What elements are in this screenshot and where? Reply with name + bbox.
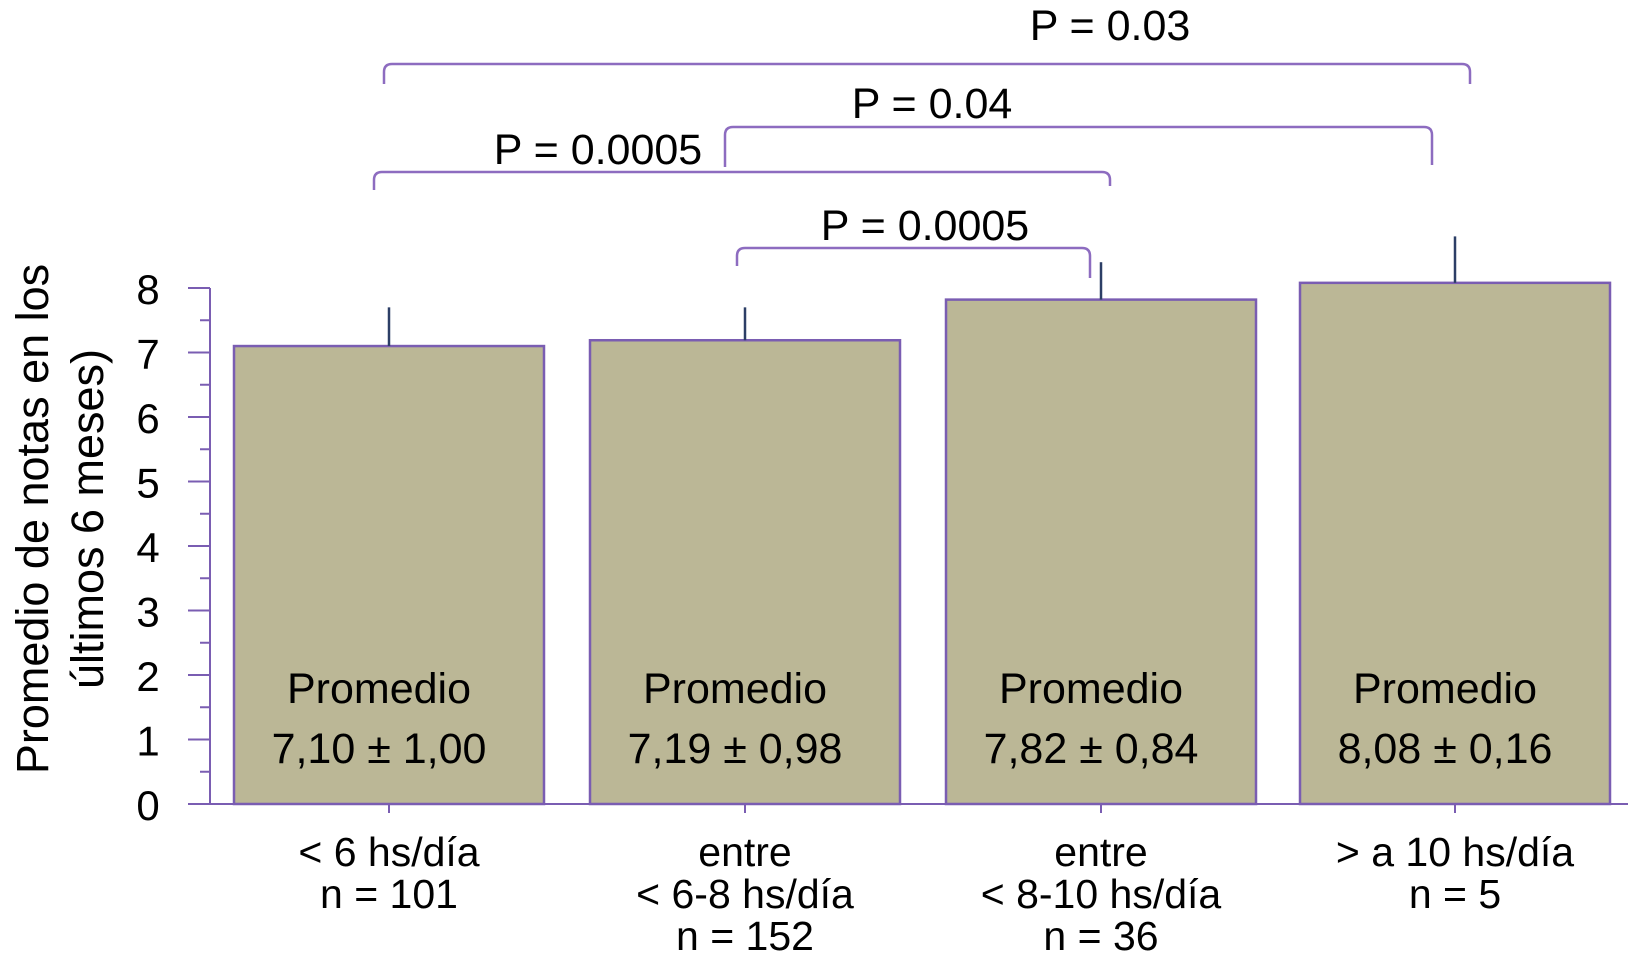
y-tick-label: 6 [136,395,159,442]
y-tick-label: 0 [136,782,159,829]
significance-bracket [735,246,1092,278]
significance-bracket [382,62,1472,84]
y-axis-title-line: últimos 6 meses) [62,349,113,689]
y-tick-label: 1 [136,718,159,765]
x-category-label-line: < 6-8 hs/día [636,871,854,917]
x-category-label-line: n = 5 [1409,871,1501,917]
y-tick-label: 4 [136,524,159,571]
y-tick-label: 2 [136,653,159,700]
y-tick-label: 7 [136,331,159,378]
p-value-label: P = 0.03 [1030,2,1191,50]
y-tick-label: 5 [136,460,159,507]
significance-bracket [723,125,1434,167]
bar-value-label: 7,82 ± 0,84 [984,725,1199,773]
x-category-label-line: n = 36 [1043,913,1158,959]
y-tick-label: 8 [136,266,159,313]
bar-label-title: Promedio [1353,665,1537,713]
bar-label-title: Promedio [287,665,471,713]
x-category-label-line: > a 10 hs/día [1336,829,1574,875]
x-category-label-line: n = 152 [676,913,814,959]
bar-value-label: 7,19 ± 0,98 [628,725,843,773]
x-category-label-line: entre [1054,829,1147,875]
p-value-label: P = 0.0005 [494,126,702,174]
x-category-label-line: < 8-10 hs/día [981,871,1222,917]
bar-label-title: Promedio [999,665,1183,713]
bar [588,338,902,806]
bar-value-label: 7,10 ± 1,00 [272,725,487,773]
x-category-label-line: < 6 hs/día [298,829,479,875]
x-category-label-line: entre [698,829,791,875]
bar-label-title: Promedio [643,665,827,713]
significance-bracket [372,170,1112,190]
p-value-label: P = 0.0005 [821,202,1029,250]
x-category-label-line: n = 101 [320,871,458,917]
bar [944,298,1258,806]
p-value-label: P = 0.04 [852,80,1013,128]
bar [1298,281,1612,806]
bar [232,344,546,806]
bar-value-label: 8,08 ± 0,16 [1338,725,1553,773]
y-tick-label: 3 [136,589,159,636]
y-axis-title-line: Promedio de notas en los [7,264,58,774]
